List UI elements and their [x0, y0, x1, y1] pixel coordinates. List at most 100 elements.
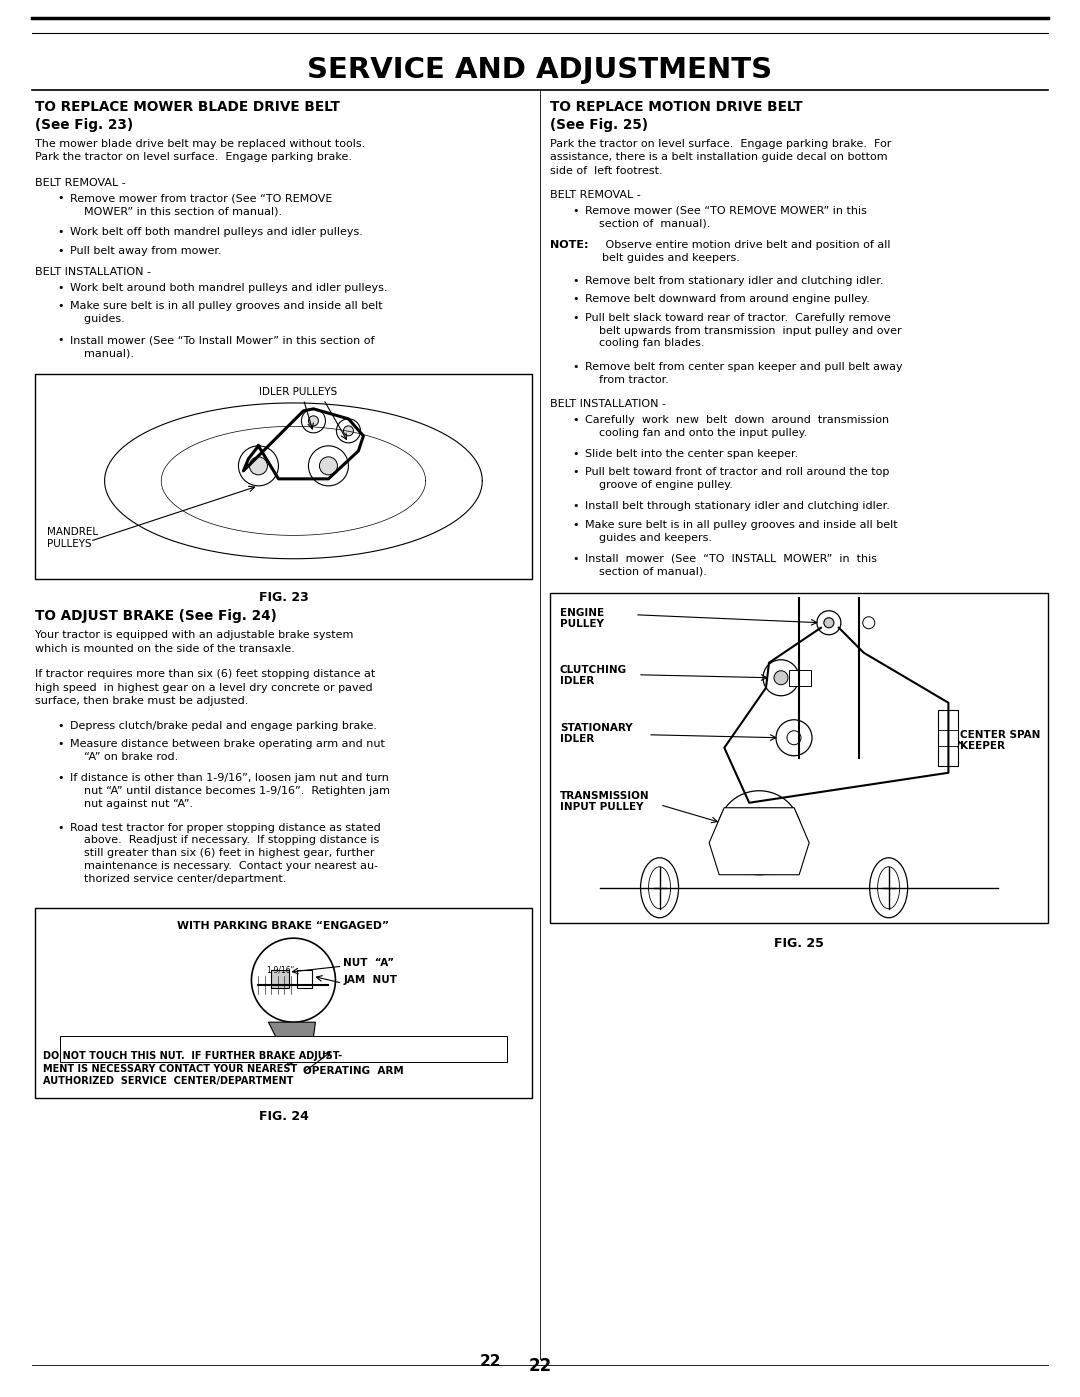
Circle shape: [249, 457, 268, 475]
Text: •: •: [572, 502, 579, 511]
Text: Park the tractor on level surface.  Engage parking brake.  For
assistance, there: Park the tractor on level surface. Engag…: [550, 138, 891, 176]
Circle shape: [752, 824, 767, 841]
Text: •: •: [572, 205, 579, 215]
Text: Install belt through stationary idler and clutching idler.: Install belt through stationary idler an…: [585, 502, 890, 511]
Text: Work belt around both mandrel pulleys and idler pulleys.: Work belt around both mandrel pulleys an…: [70, 282, 388, 293]
Text: Remove belt from center span keeper and pull belt away
    from tractor.: Remove belt from center span keeper and …: [585, 362, 903, 386]
Text: Work belt off both mandrel pulleys and idler pulleys.: Work belt off both mandrel pulleys and i…: [70, 228, 363, 237]
Circle shape: [787, 731, 801, 745]
Text: MANDREL
PULLEYS: MANDREL PULLEYS: [48, 527, 98, 549]
Text: JAM  NUT: JAM NUT: [343, 975, 397, 985]
Text: STATIONARY
IDLER: STATIONARY IDLER: [561, 722, 633, 745]
Text: CENTER SPAN
KEEPER: CENTER SPAN KEEPER: [960, 729, 1041, 752]
Circle shape: [717, 791, 801, 875]
Text: •: •: [57, 193, 64, 203]
Text: Install mower (See “To Install Mower” in this section of
    manual).: Install mower (See “To Install Mower” in…: [70, 335, 375, 358]
Circle shape: [252, 939, 336, 1023]
Text: Measure distance between brake operating arm and nut
    “A” on brake rod.: Measure distance between brake operating…: [70, 739, 384, 761]
Text: If distance is other than 1-9/16”, loosen jam nut and turn
    nut “A” until dis: If distance is other than 1-9/16”, loose…: [70, 773, 390, 809]
Text: •: •: [572, 362, 579, 372]
Text: •: •: [57, 228, 64, 237]
Text: BELT INSTALLATION -: BELT INSTALLATION -: [35, 267, 151, 277]
Text: DO NOT TOUCH THIS NUT.  IF FURTHER BRAKE ADJUST-
MENT IS NECESSARY CONTACT YOUR : DO NOT TOUCH THIS NUT. IF FURTHER BRAKE …: [43, 1052, 342, 1087]
Text: Observe entire motion drive belt and position of all
belt guides and keepers.: Observe entire motion drive belt and pos…: [602, 240, 891, 264]
Text: (See Fig. 23): (See Fig. 23): [35, 117, 133, 131]
Text: BELT REMOVAL -: BELT REMOVAL -: [550, 190, 640, 200]
Polygon shape: [710, 807, 809, 875]
Bar: [35, 374, 532, 580]
Ellipse shape: [649, 866, 671, 909]
Text: Pull belt toward front of tractor and roll around the top
    groove of engine p: Pull belt toward front of tractor and ro…: [585, 467, 889, 490]
Text: •: •: [57, 302, 64, 312]
Text: The mower blade drive belt may be replaced without tools.
Park the tractor on le: The mower blade drive belt may be replac…: [35, 138, 365, 162]
Bar: [297, 970, 312, 988]
Bar: [271, 970, 289, 988]
Ellipse shape: [869, 858, 907, 918]
Circle shape: [762, 659, 799, 696]
Text: Depress clutch/brake pedal and engage parking brake.: Depress clutch/brake pedal and engage pa…: [70, 721, 377, 731]
Bar: [550, 592, 1048, 923]
Text: Pull belt away from mower.: Pull belt away from mower.: [70, 246, 221, 256]
Text: •: •: [57, 721, 64, 731]
Circle shape: [863, 616, 875, 629]
Text: 22: 22: [528, 1356, 552, 1375]
Text: BELT REMOVAL -: BELT REMOVAL -: [35, 177, 125, 187]
Text: OPERATING  ARM: OPERATING ARM: [303, 1066, 404, 1076]
Ellipse shape: [878, 866, 900, 909]
Text: •: •: [57, 335, 64, 345]
Circle shape: [301, 409, 325, 433]
Text: FIG. 23: FIG. 23: [258, 591, 309, 605]
Text: •: •: [57, 739, 64, 749]
Text: TO REPLACE MOWER BLADE DRIVE BELT: TO REPLACE MOWER BLADE DRIVE BELT: [35, 101, 340, 115]
Circle shape: [343, 426, 353, 436]
Circle shape: [777, 719, 812, 756]
Bar: [789, 669, 811, 686]
Text: Pull belt slack toward rear of tractor.  Carefully remove
    belt upwards from : Pull belt slack toward rear of tractor. …: [585, 313, 902, 348]
Text: (See Fig. 25): (See Fig. 25): [550, 117, 648, 131]
Circle shape: [309, 416, 319, 426]
Text: TO REPLACE MOTION DRIVE BELT: TO REPLACE MOTION DRIVE BELT: [550, 101, 802, 115]
Text: •: •: [57, 246, 64, 256]
Text: CLUTCHING
IDLER: CLUTCHING IDLER: [561, 665, 627, 686]
Text: Install  mower  (See  “TO  INSTALL  MOWER”  in  this
    section of manual).: Install mower (See “TO INSTALL MOWER” in…: [585, 553, 877, 577]
Text: TRANSMISSION
INPUT PULLEY: TRANSMISSION INPUT PULLEY: [561, 791, 650, 812]
Text: Remove belt downward from around engine pulley.: Remove belt downward from around engine …: [585, 295, 869, 305]
Text: •: •: [572, 553, 579, 564]
Text: 1-9/16": 1-9/16": [267, 965, 295, 974]
Circle shape: [824, 617, 834, 627]
Text: •: •: [572, 448, 579, 458]
Text: •: •: [572, 415, 579, 425]
Text: •: •: [572, 295, 579, 305]
Text: Make sure belt is in all pulley grooves and inside all belt
    guides.: Make sure belt is in all pulley grooves …: [70, 302, 382, 324]
Circle shape: [337, 419, 361, 443]
Text: •: •: [572, 467, 579, 478]
Bar: [939, 710, 958, 766]
Bar: [35, 908, 532, 1098]
Text: •: •: [572, 275, 579, 286]
Text: Your tractor is equipped with an adjustable brake system
which is mounted on the: Your tractor is equipped with an adjusta…: [35, 630, 353, 654]
Text: •: •: [572, 520, 579, 529]
Polygon shape: [269, 1023, 315, 1065]
Text: FIG. 25: FIG. 25: [774, 937, 824, 950]
Text: IDLER PULLEYS: IDLER PULLEYS: [259, 387, 338, 397]
Text: WITH PARKING BRAKE “ENGAGED”: WITH PARKING BRAKE “ENGAGED”: [177, 921, 390, 932]
Text: Road test tractor for proper stopping distance as stated
    above.  Readjust if: Road test tractor for proper stopping di…: [70, 823, 381, 884]
Circle shape: [309, 446, 349, 486]
Text: SERVICE AND ADJUSTMENTS: SERVICE AND ADJUSTMENTS: [308, 56, 772, 84]
Text: TO ADJUST BRAKE (See Fig. 24): TO ADJUST BRAKE (See Fig. 24): [35, 609, 276, 623]
Text: ENGINE
PULLEY: ENGINE PULLEY: [561, 608, 604, 630]
Text: •: •: [572, 313, 579, 323]
Text: Remove mower (See “TO REMOVE MOWER” in this
    section of  manual).: Remove mower (See “TO REMOVE MOWER” in t…: [585, 205, 867, 229]
Text: Remove belt from stationary idler and clutching idler.: Remove belt from stationary idler and cl…: [585, 275, 883, 286]
Circle shape: [816, 610, 841, 634]
Text: •: •: [57, 823, 64, 833]
Text: •: •: [57, 282, 64, 293]
Ellipse shape: [640, 858, 678, 918]
Circle shape: [320, 457, 337, 475]
Circle shape: [774, 671, 788, 685]
Circle shape: [735, 809, 783, 856]
Text: BELT INSTALLATION -: BELT INSTALLATION -: [550, 400, 666, 409]
Text: Make sure belt is in all pulley grooves and inside all belt
    guides and keepe: Make sure belt is in all pulley grooves …: [585, 520, 897, 542]
Circle shape: [239, 446, 279, 486]
Text: Remove mower from tractor (See “TO REMOVE
    MOWER” in this section of manual).: Remove mower from tractor (See “TO REMOV…: [70, 193, 333, 217]
